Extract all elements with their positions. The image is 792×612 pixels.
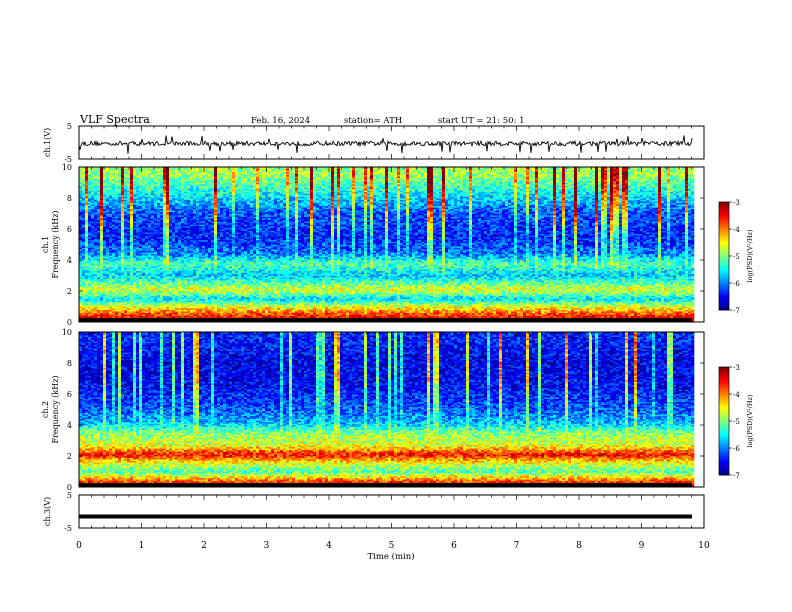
- start-time-label: start UT = 21: 50: 1: [438, 116, 525, 126]
- date-label: Feb. 16, 2024: [251, 116, 310, 126]
- ch1-wave-ylabel: ch.1(V): [43, 128, 52, 157]
- ch1-wave-ytick-label: 5: [67, 122, 72, 131]
- chart-title: VLF Spectra: [79, 113, 150, 126]
- station-label: station= ATH: [344, 116, 402, 126]
- ch1-waveform-panel: 5-5ch.1(V): [43, 122, 704, 164]
- ch1-wave-series-line: [79, 135, 692, 153]
